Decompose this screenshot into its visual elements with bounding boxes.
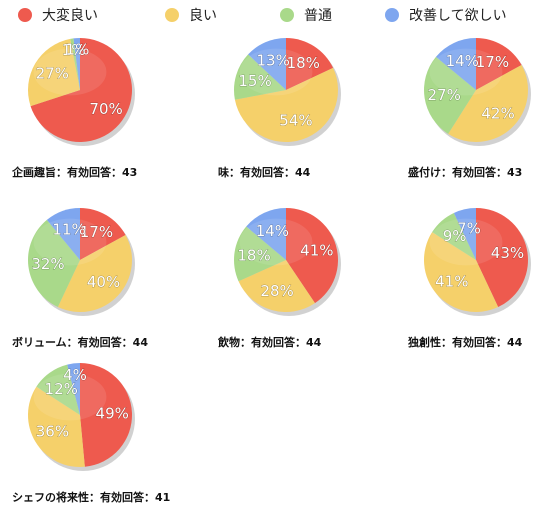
legend-swatch [280,8,294,22]
pie-gloss [429,48,503,96]
slice-label: 70% [89,100,122,118]
slice-label: 4% [63,366,87,384]
chart-caption: シェフの将来性：有効回答：41 [12,491,171,504]
slice-label: 1% [66,41,90,59]
pie-gloss [239,48,313,96]
slice-label: 40% [87,273,120,291]
slice-label: 12% [45,380,78,398]
pie-svg: 18% 54% 15% 13% [234,38,341,146]
pie-slice [36,364,80,415]
chart-caption: 企画趣旨：有効回答：43 [12,166,138,179]
slice-label: 32% [31,255,64,273]
pie-svg: 17% 40% 32% 11% [27,208,135,316]
chart-caption: 飲物：有効回答：44 [218,336,322,349]
legend-swatch [18,8,32,22]
slice-label: 17% [476,53,509,71]
pie-chart: 17% 42% 27% 14% 盛付け：有効回答：43 [408,20,535,180]
chart-caption: 味：有効回答：44 [218,166,311,179]
slice-label: 9% [443,227,467,245]
pie-chart: 17% 40% 32% 11% ボリューム：有効回答：44 [12,190,182,350]
chart-caption: ボリューム：有効回答：44 [12,336,148,349]
slice-label: 41% [300,242,333,260]
legend-item: 普通 [280,5,332,25]
pie-slice [57,234,133,312]
pie-slice [424,56,476,134]
pie-slice [70,38,80,90]
pie-slice [246,208,286,260]
pie-slice [27,219,80,308]
pie-slice [476,208,528,308]
pie-chart: 70% 27% 1% 1% 企画趣旨：有効回答：43 [12,20,182,180]
slice-label: 41% [435,272,468,290]
pie-svg: 17% 42% 27% 14% [424,38,531,146]
pie-slice [286,208,338,304]
legend-item: 大変良い [18,5,98,25]
pie-slice [453,208,476,260]
pie-slice [238,260,315,312]
slice-label: 14% [256,222,289,240]
slice-label: 15% [238,72,271,90]
pie-chart: 49% 36% 12% 4% シェフの将来性：有効回答：41 [12,345,182,505]
legend-item: 改善して欲しい [385,5,507,25]
pie-chart: 41% 28% 18% 14% 飲物：有効回答：44 [218,190,388,350]
pie-slice [46,208,80,260]
legend-label: 改善して欲しい [409,8,507,24]
slice-label: 1% [62,41,86,59]
pie-slice [448,64,528,143]
slice-label: 17% [80,223,113,241]
slice-label: 11% [52,221,85,239]
pie-slice [27,38,80,107]
pie-slice [234,54,286,100]
slice-label: 49% [96,404,129,422]
pie-slice [234,226,286,282]
slice-label: 18% [237,247,270,265]
pie-slice [432,212,476,260]
slice-label: 27% [36,65,69,83]
pie-gloss [429,218,503,266]
pie-gloss [33,373,107,421]
slice-label: 43% [491,244,524,262]
legend-swatch [385,8,399,22]
pie-slice [80,208,126,260]
chart-caption: 独創性：有効回答：44 [408,336,523,349]
pie-slice [80,363,133,467]
pie-slice [248,38,286,90]
pie-slice [476,38,522,90]
pie-svg: 43% 41% 9%7% [424,208,531,316]
slice-label: 13% [257,51,290,69]
pie-chart: 43% 41% 9% 7% 独創性：有効回答：44 [408,190,535,350]
pie-gloss [33,48,107,96]
legend-swatch [165,8,179,22]
pie-svg: 41% 28% 18% 14% [234,208,341,316]
pie-chart: 18% 54% 15% 13% 味：有効回答：44 [218,20,388,180]
slice-label: 28% [260,282,293,300]
slice-label: 54% [279,112,312,130]
chart-caption: 盛付け：有効回答：43 [408,166,523,179]
legend-label: 普通 [304,8,332,24]
pie-gloss [239,218,313,266]
pie-svg: 70% 27% 1%1% [27,38,135,146]
pie-svg: 49% 36% 12%4% [27,363,135,471]
pie-gloss [33,218,107,266]
pie-slice [67,363,80,415]
pie-slice [286,38,334,90]
slice-label: 42% [481,105,514,123]
slice-label: 18% [287,54,320,72]
pie-slice [73,38,80,90]
pie-slice [234,67,338,143]
pie-slice [424,232,499,313]
pie-slice [30,38,133,142]
slice-label: 14% [446,52,479,70]
pie-slice [27,386,85,467]
slice-label: 36% [36,423,69,441]
slice-label: 27% [427,86,460,104]
slice-label: 7% [457,220,481,238]
legend-item: 良い [165,5,217,25]
legend-label: 大変良い [42,8,98,24]
legend-label: 良い [189,8,217,24]
legend: 大変良い 良い 普通 改善して欲しい [0,0,535,30]
pie-slice [435,38,476,90]
